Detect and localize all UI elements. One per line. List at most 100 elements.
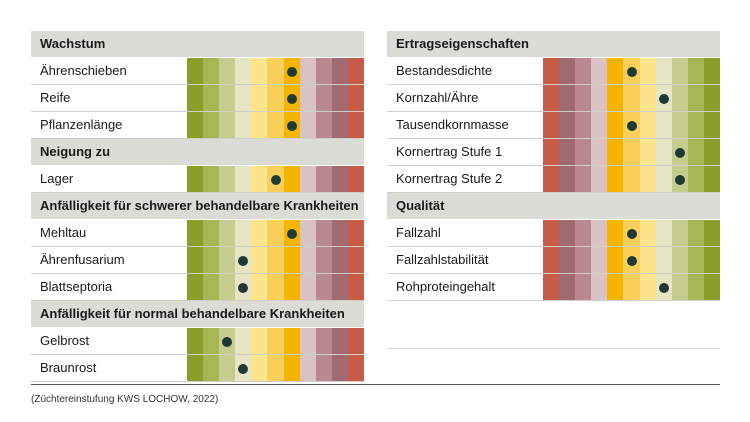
scale-cell-5 [251, 328, 268, 355]
scale-cell-7 [283, 166, 300, 193]
scale-cell-4 [591, 274, 608, 301]
rating-scale [187, 247, 365, 274]
rating-marker-dot [270, 174, 281, 185]
scale-cell-11 [347, 355, 365, 382]
scale-cell-10 [331, 274, 348, 301]
scale-cell-9 [315, 85, 332, 112]
rating-scale [543, 139, 721, 166]
scale-cell-4 [591, 58, 608, 85]
scale-cell-10 [687, 220, 704, 247]
scale-cell-2 [203, 328, 220, 355]
scale-cell-4 [235, 85, 252, 112]
rating-label: Bestandesdichte [396, 63, 493, 78]
rating-scale [187, 112, 365, 139]
scale-cell-3 [575, 85, 592, 112]
scale-cell-5 [251, 355, 268, 382]
scale-cell-7 [639, 166, 656, 193]
scale-cell-4 [235, 328, 252, 355]
scale-cell-3 [219, 247, 236, 274]
rating-marker-dot [286, 120, 297, 131]
scale-cell-1 [187, 274, 204, 301]
scale-cell-8 [655, 112, 672, 139]
scale-cell-2 [559, 112, 576, 139]
scale-cell-4 [591, 139, 608, 166]
scale-cell-3 [575, 247, 592, 274]
scale-cell-4 [235, 274, 252, 301]
scale-cell-3 [575, 112, 592, 139]
scale-cell-10 [687, 274, 704, 301]
scale-cell-3 [575, 166, 592, 193]
rating-scale [187, 355, 365, 382]
scale-cell-8 [299, 58, 316, 85]
scale-cell-5 [607, 166, 624, 193]
scale-cell-5 [251, 220, 268, 247]
scale-cell-9 [315, 166, 332, 193]
scale-cell-10 [687, 139, 704, 166]
rating-marker-dot [658, 282, 669, 293]
scale-cell-2 [203, 112, 220, 139]
rating-scale [187, 85, 365, 112]
rating-row-reife: Reife [31, 85, 365, 112]
scale-cell-9 [315, 220, 332, 247]
scale-cell-3 [219, 85, 236, 112]
scale-cell-1 [187, 112, 204, 139]
rating-row-rohproteingehalt: Rohproteingehalt [387, 274, 721, 301]
scale-cell-3 [219, 355, 236, 382]
scale-cell-6 [623, 166, 640, 193]
scale-cell-1 [543, 166, 560, 193]
scale-cell-2 [559, 166, 576, 193]
scale-cell-3 [219, 220, 236, 247]
scale-cell-8 [655, 85, 672, 112]
scale-cell-8 [299, 112, 316, 139]
scale-cell-10 [687, 247, 704, 274]
scale-cell-4 [235, 220, 252, 247]
scale-cell-4 [591, 112, 608, 139]
scale-cell-6 [267, 220, 284, 247]
rating-marker-dot [626, 255, 637, 266]
right-rating-panel: Ertragseigenschaften Bestandesdichte Kornz… [387, 31, 721, 301]
rating-scale [543, 166, 721, 193]
section-header-wachstum: Wachstum [31, 31, 364, 57]
rating-label: Braunrost [40, 360, 97, 375]
scale-cell-7 [283, 355, 300, 382]
rating-label: Rohproteingehalt [396, 279, 496, 294]
scale-cell-2 [203, 274, 220, 301]
rating-row-lager: Lager [31, 166, 365, 193]
scale-cell-5 [607, 220, 624, 247]
rating-scale [543, 247, 721, 274]
scale-cell-6 [623, 274, 640, 301]
scale-cell-5 [607, 139, 624, 166]
scale-cell-7 [639, 85, 656, 112]
scale-cell-4 [235, 58, 252, 85]
scale-cell-10 [331, 85, 348, 112]
scale-cell-7 [639, 220, 656, 247]
scale-cell-7 [283, 85, 300, 112]
scale-cell-1 [543, 85, 560, 112]
scale-cell-2 [559, 274, 576, 301]
scale-cell-10 [687, 112, 704, 139]
rating-marker-dot [238, 282, 249, 293]
scale-cell-2 [203, 220, 220, 247]
rating-scale [187, 166, 365, 193]
scale-cell-8 [655, 166, 672, 193]
rating-row-kornertrag-stufe-2: Kornertrag Stufe 2 [387, 166, 721, 193]
scale-cell-3 [219, 328, 236, 355]
scale-cell-4 [235, 166, 252, 193]
section-header-anfalligkeit-fur-schwerer-behandelbare-krankheiten: Anfälligkeit für schwerer behandelbare K… [31, 193, 364, 219]
scale-cell-6 [267, 355, 284, 382]
scale-cell-9 [671, 139, 688, 166]
rating-label: Kornertrag Stufe 2 [396, 171, 503, 186]
section-header-neigung-zu: Neigung zu [31, 139, 364, 165]
rating-label: Ährenschieben [40, 63, 127, 78]
scale-cell-9 [315, 355, 332, 382]
scale-cell-8 [299, 274, 316, 301]
scale-cell-4 [591, 85, 608, 112]
scale-cell-2 [559, 247, 576, 274]
scale-cell-9 [671, 247, 688, 274]
scale-cell-5 [607, 274, 624, 301]
scale-cell-2 [203, 355, 220, 382]
rating-row-bestandesdichte: Bestandesdichte [387, 58, 721, 85]
scale-cell-6 [267, 247, 284, 274]
scale-cell-10 [331, 328, 348, 355]
scale-cell-4 [235, 247, 252, 274]
